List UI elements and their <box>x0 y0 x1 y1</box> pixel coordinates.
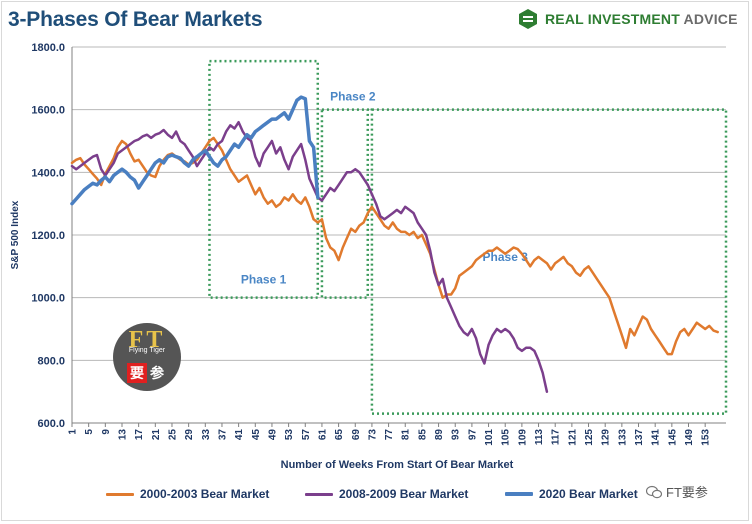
x-tick-label: 33 <box>201 429 212 441</box>
legend: 2000-2003 Bear Market 2008-2009 Bear Mar… <box>0 484 752 506</box>
x-tick-label: 5 <box>84 429 95 435</box>
legend-item-2000-2003: 2000-2003 Bear Market <box>106 487 269 501</box>
legend-item-2020: 2020 Bear Market <box>505 487 638 501</box>
x-tick-label: 121 <box>567 429 578 446</box>
y-tick-label: 800.0 <box>37 355 65 367</box>
x-tick-label: 41 <box>234 429 245 441</box>
x-tick-label: 17 <box>134 429 145 441</box>
legend-label: 2020 Bear Market <box>539 487 638 501</box>
x-tick-label: 9 <box>101 429 112 435</box>
x-tick-label: 45 <box>251 429 262 441</box>
x-axis-title: Number of Weeks From Start Of Bear Marke… <box>281 459 514 471</box>
chart-title: 3-Phases Of Bear Markets <box>8 8 263 31</box>
series-line <box>70 120 549 393</box>
brand-name-green: REAL INVESTMENT <box>545 11 684 27</box>
x-tick-label: 73 <box>367 429 378 441</box>
y-tick-label: 1000.0 <box>31 293 65 305</box>
legend-label: 2000-2003 Bear Market <box>140 487 270 501</box>
legend-swatch <box>106 492 134 496</box>
brand-logo: REAL INVESTMENT ADVICE <box>517 8 738 30</box>
y-axis-title: S&P 500 Index <box>10 200 21 269</box>
x-tick-label: 105 <box>501 429 512 446</box>
grid-lines <box>71 46 726 427</box>
x-tick-label: 109 <box>517 429 528 446</box>
x-tick-label: 37 <box>217 429 228 441</box>
brand-mark-icon <box>519 9 537 29</box>
logo-cn-right: 参 <box>150 365 164 381</box>
x-tick-label: 69 <box>351 429 362 441</box>
x-tick-label: 129 <box>601 429 612 446</box>
x-tick-label: 117 <box>551 429 562 446</box>
y-tick-label: 1800.0 <box>31 42 65 54</box>
y-tick-label: 1600.0 <box>31 105 65 117</box>
watermark: FT要参 <box>646 482 708 501</box>
phase-box <box>370 108 728 415</box>
x-tick-label: 93 <box>451 429 462 441</box>
logo-sub-text: Flying Tiger <box>128 347 166 354</box>
x-tick-label: 149 <box>684 429 695 446</box>
legend-label: 2008-2009 Bear Market <box>339 487 469 501</box>
x-tick-label: 1 <box>68 429 79 435</box>
y-tick-label: 1200.0 <box>31 230 65 242</box>
series-line <box>70 136 719 356</box>
y-axis-tick-labels: 1800.0 1600.0 1400.0 1200.0 1000.0 800.0 600.0 <box>31 42 65 430</box>
x-tick-label: 65 <box>334 429 345 441</box>
x-tick-label: 89 <box>434 429 445 441</box>
x-tick-label: 145 <box>667 429 678 446</box>
watermark-text: FT要参 <box>666 485 708 500</box>
legend-swatch <box>505 492 533 496</box>
x-tick-label: 101 <box>484 429 495 446</box>
x-tick-label: 53 <box>284 429 295 441</box>
x-tick-label: 113 <box>534 429 545 446</box>
logo-chinese-text: 要参 <box>113 363 181 383</box>
legend-item-2008-2009: 2008-2009 Bear Market <box>305 487 468 501</box>
x-tick-label: 81 <box>401 429 412 441</box>
logo-cn-left: 要 <box>127 363 147 383</box>
x-tick-label: 77 <box>384 429 395 441</box>
x-tick-label: 97 <box>467 429 478 441</box>
x-tick-label: 13 <box>117 429 128 441</box>
x-tick-label: 21 <box>151 429 162 441</box>
x-tick-label: 125 <box>584 429 595 446</box>
x-tick-label: 49 <box>267 429 278 441</box>
x-tick-label: 29 <box>184 429 195 441</box>
x-axis-tick-labels: 1 5 9 13 17 21 25 29 33 37 41 45 49 53 57 61 65 69 73 77 81 8… <box>68 429 712 446</box>
series-lines <box>70 95 719 393</box>
x-tick-label: 153 <box>701 429 712 446</box>
wechat-icon <box>646 485 662 498</box>
y-tick-label: 600.0 <box>37 418 65 430</box>
brand-name: REAL INVESTMENT ADVICE <box>545 11 738 27</box>
phase-label: Phase 3 <box>483 250 529 264</box>
x-tick-label: 57 <box>301 429 312 441</box>
flying-tiger-logo: FT Flying Tiger 要参 <box>113 323 181 391</box>
x-tick-label: 137 <box>634 429 645 446</box>
x-tick-label: 61 <box>317 429 328 441</box>
x-tick-label: 133 <box>617 429 628 446</box>
series-line <box>70 95 320 206</box>
y-tick-label: 1400.0 <box>31 167 65 179</box>
x-tick-label: 25 <box>167 429 178 441</box>
logo-main-text: FT <box>128 327 166 353</box>
phase-box <box>320 108 370 299</box>
legend-swatch <box>305 492 333 496</box>
phase-label: Phase 1 <box>241 273 287 287</box>
phase-label: Phase 2 <box>330 90 376 104</box>
x-tick-label: 85 <box>417 429 428 441</box>
brand-name-grey: ADVICE <box>683 11 738 27</box>
x-tick-label: 141 <box>651 429 662 446</box>
